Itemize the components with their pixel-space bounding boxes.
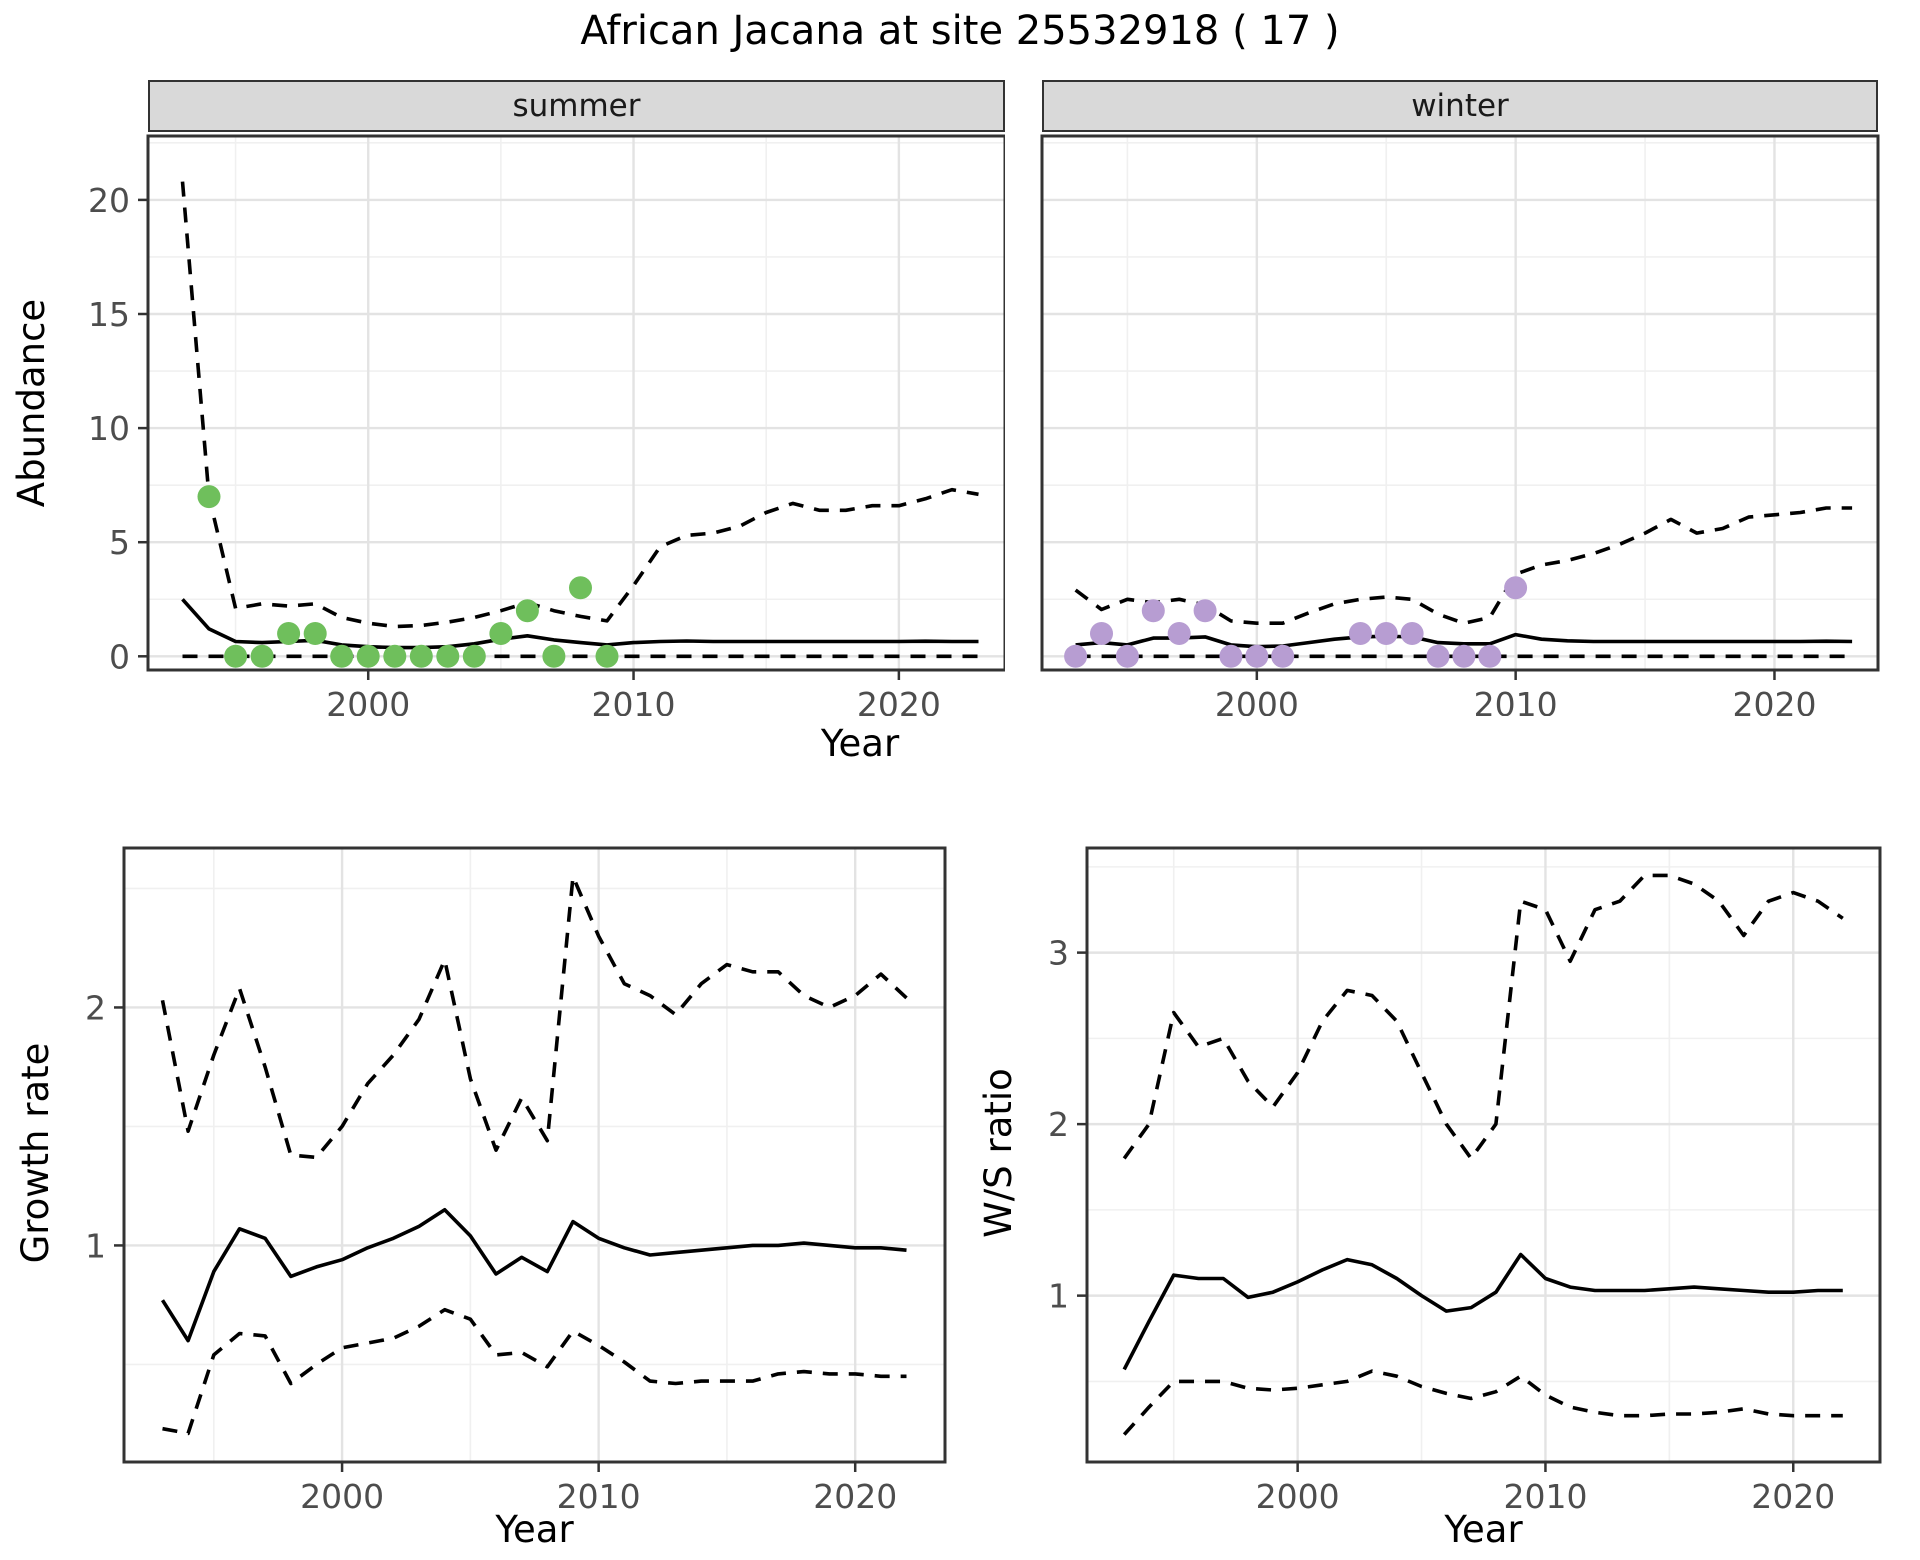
ws-ratio-panel: 2000 2010 2020 1 2 3 <box>1048 846 1882 1514</box>
svg-text:10: 10 <box>88 409 130 448</box>
growth-rate-panel: 2000 2010 2020 1 2 <box>85 846 947 1514</box>
svg-text:2: 2 <box>1048 1105 1069 1144</box>
svg-text:2000: 2000 <box>1215 685 1299 716</box>
svg-text:2020: 2020 <box>1751 1477 1835 1514</box>
facet-strip-winter-label: winter <box>1411 88 1509 124</box>
svg-text:2020: 2020 <box>813 1477 897 1514</box>
figure-title: African Jacana at site 25532918 ( 17 ) <box>580 8 1340 54</box>
svg-text:2010: 2010 <box>1503 1477 1587 1514</box>
growth-rate-x-axis-label: Year <box>495 1508 574 1551</box>
abundance-y-axis-label: Abundance <box>10 298 53 508</box>
svg-text:2020: 2020 <box>857 685 941 716</box>
svg-text:20: 20 <box>88 181 130 220</box>
abundance-winter-panel: 2000 2010 2020 <box>1040 134 1880 716</box>
svg-text:2020: 2020 <box>1732 685 1816 716</box>
svg-text:2000: 2000 <box>326 685 410 716</box>
svg-text:15: 15 <box>88 295 130 334</box>
svg-text:0: 0 <box>109 637 130 676</box>
svg-text:5: 5 <box>109 523 130 562</box>
svg-text:2: 2 <box>85 988 106 1027</box>
ws-ratio-y-axis-label: W/S ratio <box>977 1068 1020 1238</box>
facet-strip-summer: summer <box>148 80 1005 132</box>
abundance-summer-panel: 2000 2010 2020 0 5 10 15 20 <box>88 134 1005 716</box>
svg-text:3: 3 <box>1048 934 1069 973</box>
svg-text:2010: 2010 <box>557 1477 641 1514</box>
svg-text:1: 1 <box>85 1226 106 1265</box>
svg-text:2010: 2010 <box>592 685 676 716</box>
svg-text:1: 1 <box>1048 1277 1069 1316</box>
svg-text:2010: 2010 <box>1474 685 1558 716</box>
growth-rate-y-axis-label: Growth rate <box>14 1042 57 1264</box>
facet-strip-summer-label: summer <box>512 88 641 124</box>
svg-text:2000: 2000 <box>300 1477 384 1514</box>
abundance-x-axis-label: Year <box>820 722 900 765</box>
ws-ratio-x-axis-label: Year <box>1444 1508 1523 1551</box>
facet-strip-winter: winter <box>1042 80 1878 132</box>
svg-text:2000: 2000 <box>1256 1477 1340 1514</box>
